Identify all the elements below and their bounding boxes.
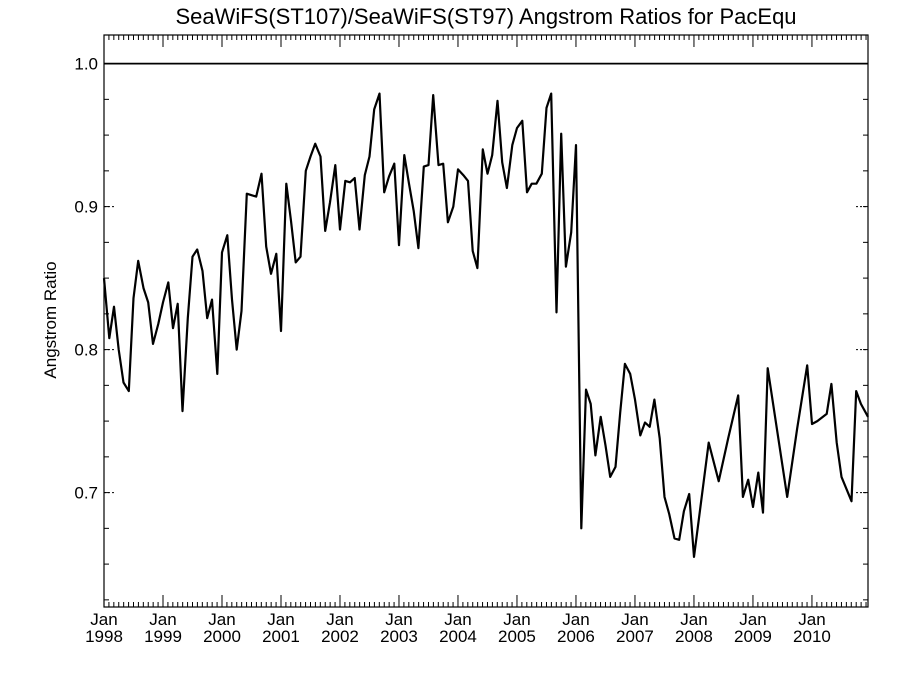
chart-title: SeaWiFS(ST107)/SeaWiFS(ST97) Angstrom Ra… bbox=[175, 4, 796, 29]
plot-frame bbox=[103, 34, 869, 608]
x-tick-year-label: 2006 bbox=[557, 627, 595, 646]
x-tick-month-label: Jan bbox=[326, 610, 353, 629]
x-tick-year-label: 2003 bbox=[380, 627, 418, 646]
x-tick-month-label: Jan bbox=[385, 610, 412, 629]
y-tick-label: 0.8 bbox=[74, 341, 98, 360]
x-tick-year-label: 2002 bbox=[321, 627, 359, 646]
x-tick-month-label: Jan bbox=[90, 610, 117, 629]
x-tick-month-label: Jan bbox=[739, 610, 766, 629]
x-tick-month-label: Jan bbox=[444, 610, 471, 629]
x-tick-year-label: 2010 bbox=[793, 627, 831, 646]
x-tick-year-label: 2000 bbox=[203, 627, 241, 646]
axes: 0.70.80.91.0Jan1998Jan1999Jan2000Jan2001… bbox=[74, 35, 868, 646]
x-tick-year-label: 2008 bbox=[675, 627, 713, 646]
x-tick-month-label: Jan bbox=[562, 610, 589, 629]
y-tick-label: 1.0 bbox=[74, 55, 98, 74]
x-tick-month-label: Jan bbox=[621, 610, 648, 629]
x-tick-year-label: 2001 bbox=[262, 627, 300, 646]
x-tick-month-label: Jan bbox=[798, 610, 825, 629]
x-tick-month-label: Jan bbox=[267, 610, 294, 629]
y-axis-label: Angstrom Ratio bbox=[41, 261, 60, 378]
x-tick-year-label: 1998 bbox=[85, 627, 123, 646]
x-tick-month-label: Jan bbox=[149, 610, 176, 629]
x-tick-year-label: 2004 bbox=[439, 627, 477, 646]
x-tick-month-label: Jan bbox=[503, 610, 530, 629]
x-tick-year-label: 2009 bbox=[734, 627, 772, 646]
x-tick-year-label: 2007 bbox=[616, 627, 654, 646]
x-tick-year-label: 2005 bbox=[498, 627, 536, 646]
y-tick-label: 0.7 bbox=[74, 484, 98, 503]
y-tick-label: 0.9 bbox=[74, 198, 98, 217]
series-layer bbox=[102, 92, 869, 559]
x-tick-month-label: Jan bbox=[680, 610, 707, 629]
series-line bbox=[102, 92, 869, 559]
x-tick-month-label: Jan bbox=[208, 610, 235, 629]
x-tick-year-label: 1999 bbox=[144, 627, 182, 646]
